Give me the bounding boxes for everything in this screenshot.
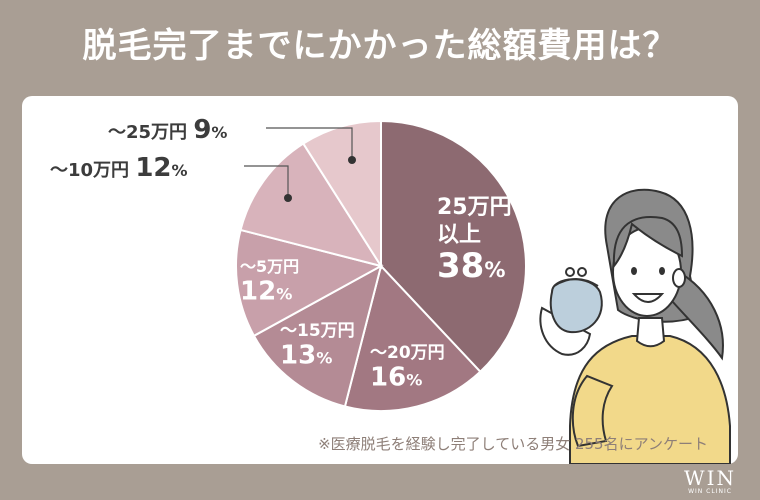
slice-label: 〜5万円 12%	[240, 257, 299, 306]
brand-logo: WIN WIN CLINIC	[678, 468, 742, 496]
woman-holding-purse-illustration	[539, 188, 731, 464]
slice-label-unit: %	[211, 123, 227, 142]
leader-line	[266, 127, 353, 160]
survey-note: ※医療脱毛を経験し完了している男女 255名にアンケート	[318, 435, 708, 453]
slice-label-name: 〜15万円	[280, 321, 355, 341]
slice-label-name: 〜25万円	[108, 122, 193, 143]
slice-label-name: 〜10万円	[50, 160, 135, 181]
slice-label-value: 12	[135, 153, 171, 183]
brand-logo-subtext: WIN CLINIC	[688, 488, 732, 495]
slice-label-name: 25万円	[437, 195, 512, 220]
slice-label-value: 9	[193, 115, 211, 145]
pie-slice	[343, 263, 482, 412]
pie-slice	[235, 228, 384, 338]
slice-label: 〜15万円 13%	[280, 321, 355, 370]
chart-card: 25万円以上 38% 〜20万円 16% 〜15万円 13% 〜5万円 12% 〜10万円 12…	[22, 96, 738, 464]
pie-slice	[301, 119, 382, 270]
leader-line	[244, 165, 289, 198]
slice-label-value: 16	[370, 362, 406, 392]
slice-label-name: 〜5万円	[240, 257, 299, 276]
slice-label-unit: %	[172, 161, 188, 180]
leader-dot	[284, 194, 292, 202]
slice-label: 〜20万円 16%	[370, 343, 445, 392]
slice-label-value: 12	[240, 276, 276, 306]
slice-label-name: 〜20万円	[370, 343, 445, 363]
brand-logo-text: WIN	[684, 466, 736, 490]
chart-title: 脱毛完了までにかかった総額費用は？	[82, 26, 678, 66]
slice-label-value: 13	[280, 340, 316, 370]
pie-slice	[239, 142, 384, 268]
pie-slice	[252, 264, 383, 408]
leader-dot	[348, 156, 356, 164]
slice-label: 〜25万円 9%	[108, 115, 227, 145]
slice-label-value: 38	[437, 246, 484, 286]
pie-slice	[380, 119, 527, 374]
slice-label: 〜10万円 12%	[50, 153, 188, 183]
slice-label: 25万円以上 38%	[437, 195, 512, 286]
slice-label-unit: %	[276, 284, 292, 303]
pie-chart: 25万円以上 38%〜20万円 16%〜15万円 13%〜5万円 12%〜10万円 12…	[50, 115, 731, 464]
slice-label-unit: %	[406, 370, 422, 389]
slice-label-name: 以上	[437, 223, 481, 248]
slice-label-unit: %	[316, 348, 332, 367]
slice-label-unit: %	[484, 257, 505, 282]
